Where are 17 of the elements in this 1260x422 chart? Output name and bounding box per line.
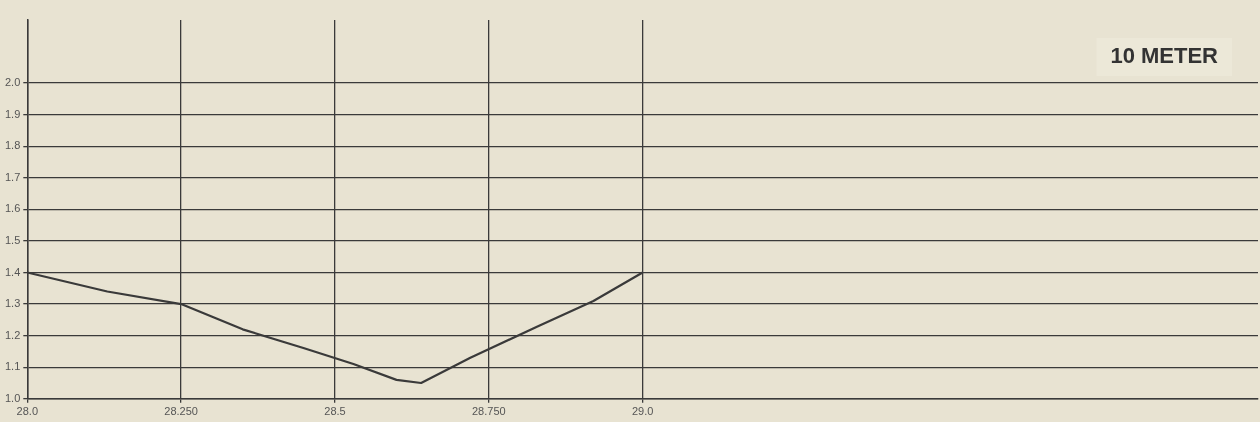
y-tick-label: 1.8: [4, 139, 21, 152]
y-tick-label: 1.4: [4, 265, 21, 278]
y-tick-label: 1.6: [4, 202, 21, 215]
y-tick-label: 1.7: [4, 170, 21, 183]
y-tick-label: 1.0: [4, 391, 21, 404]
x-tick-label: 29.0: [631, 405, 654, 418]
annotation: 10 METER: [1110, 43, 1219, 69]
y-tick-label: 1.2: [4, 328, 21, 341]
x-tick-label: 28.250: [164, 405, 198, 418]
y-tick-label: 1.3: [4, 297, 21, 310]
x-tick-label: 28.5: [324, 405, 346, 418]
x-tick-label: 28.750: [471, 405, 506, 418]
y-tick-label: 1.9: [4, 107, 21, 120]
y-tick-label: 2.0: [4, 76, 21, 89]
x-tick-label: 28.0: [16, 405, 38, 418]
y-tick-label: 1.1: [4, 360, 21, 373]
y-tick-label: 1.5: [4, 234, 21, 246]
